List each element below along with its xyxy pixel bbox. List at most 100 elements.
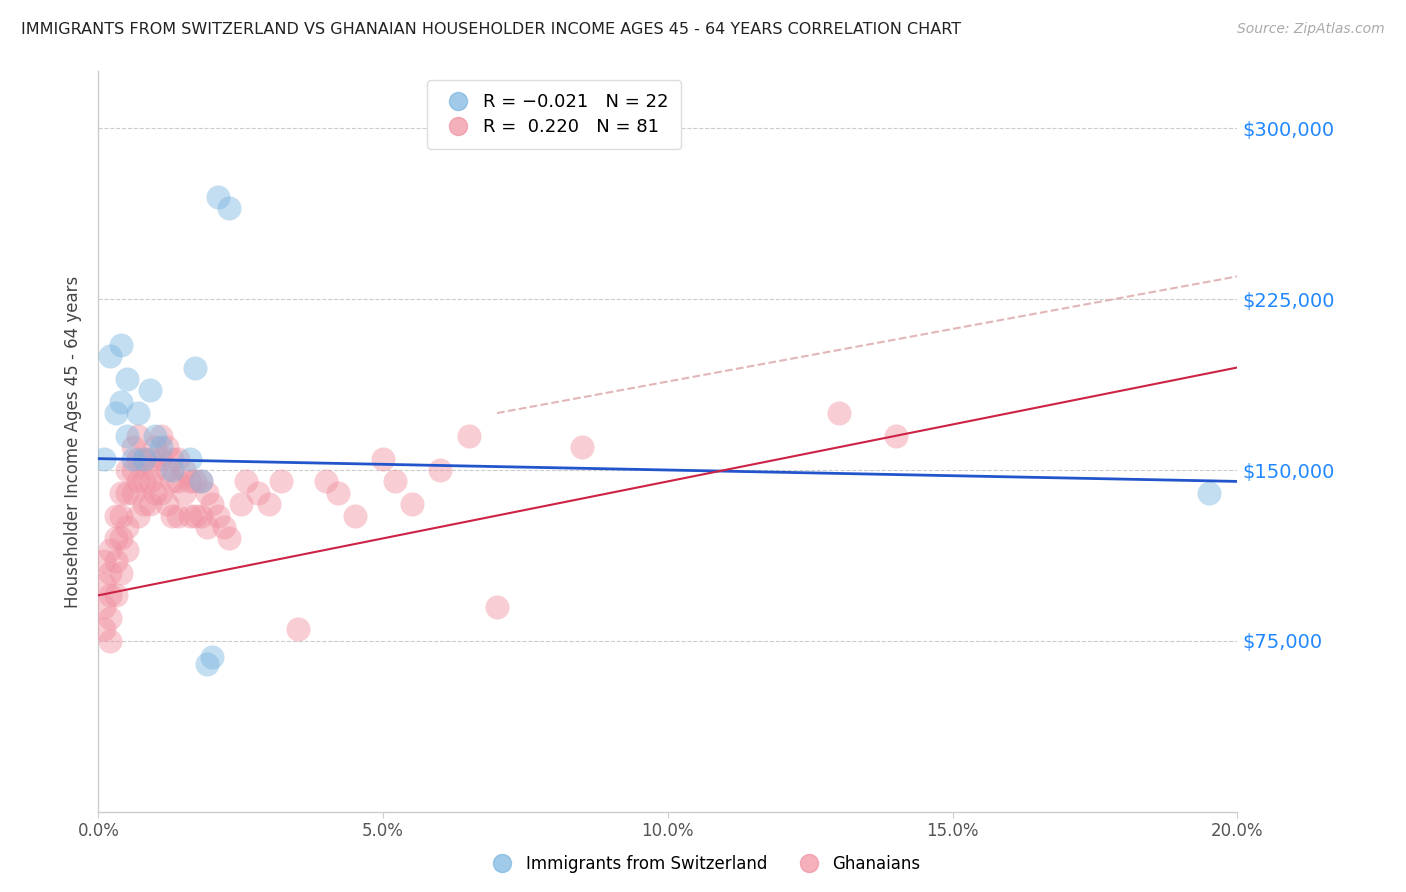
Point — [93, 554, 115, 568]
Point — [98, 611, 121, 625]
Point — [132, 451, 155, 466]
Point — [104, 406, 127, 420]
Point — [110, 508, 132, 523]
Point — [218, 201, 240, 215]
Point — [110, 394, 132, 409]
Point — [138, 475, 160, 489]
Point — [127, 475, 149, 489]
Point — [229, 497, 252, 511]
Point — [343, 508, 366, 523]
Point — [104, 508, 127, 523]
Point — [93, 623, 115, 637]
Point — [104, 554, 127, 568]
Point — [127, 451, 149, 466]
Point — [195, 485, 218, 500]
Point — [98, 588, 121, 602]
Point — [110, 566, 132, 580]
Y-axis label: Householder Income Ages 45 - 64 years: Householder Income Ages 45 - 64 years — [65, 276, 83, 607]
Point — [150, 485, 173, 500]
Point — [167, 508, 190, 523]
Point — [150, 440, 173, 454]
Point — [201, 649, 224, 664]
Point — [173, 463, 195, 477]
Point — [110, 532, 132, 546]
Point — [828, 406, 851, 420]
Point — [104, 532, 127, 546]
Point — [207, 508, 229, 523]
Point — [162, 463, 184, 477]
Point — [98, 633, 121, 648]
Point — [110, 485, 132, 500]
Point — [121, 451, 143, 466]
Point — [571, 440, 593, 454]
Point — [457, 429, 479, 443]
Point — [145, 463, 167, 477]
Point — [115, 520, 138, 534]
Point — [246, 485, 269, 500]
Point — [195, 520, 218, 534]
Point — [145, 440, 167, 454]
Point — [121, 440, 143, 454]
Point — [270, 475, 292, 489]
Point — [132, 451, 155, 466]
Point — [115, 463, 138, 477]
Point — [184, 508, 207, 523]
Point — [167, 451, 190, 466]
Point — [173, 485, 195, 500]
Point — [218, 532, 240, 546]
Point — [98, 566, 121, 580]
Point — [115, 372, 138, 386]
Point — [162, 475, 184, 489]
Text: IMMIGRANTS FROM SWITZERLAND VS GHANAIAN HOUSEHOLDER INCOME AGES 45 - 64 YEARS CO: IMMIGRANTS FROM SWITZERLAND VS GHANAIAN … — [21, 22, 962, 37]
Point — [127, 429, 149, 443]
Point — [1198, 485, 1220, 500]
Point — [167, 475, 190, 489]
Point — [156, 440, 179, 454]
Point — [212, 520, 235, 534]
Point — [156, 463, 179, 477]
Point — [373, 451, 395, 466]
Point — [110, 337, 132, 351]
Point — [93, 451, 115, 466]
Point — [150, 451, 173, 466]
Point — [145, 429, 167, 443]
Point — [326, 485, 349, 500]
Point — [156, 497, 179, 511]
Point — [384, 475, 406, 489]
Point — [138, 384, 160, 398]
Point — [138, 497, 160, 511]
Point — [98, 349, 121, 363]
Point — [201, 497, 224, 511]
Point — [315, 475, 337, 489]
Point — [127, 508, 149, 523]
Point — [138, 451, 160, 466]
Point — [121, 463, 143, 477]
Point — [259, 497, 281, 511]
Point — [235, 475, 257, 489]
Point — [115, 542, 138, 557]
Point — [121, 485, 143, 500]
Point — [98, 542, 121, 557]
Legend: Immigrants from Switzerland, Ghanaians: Immigrants from Switzerland, Ghanaians — [479, 848, 927, 880]
Point — [207, 189, 229, 203]
Point — [184, 475, 207, 489]
Point — [179, 475, 201, 489]
Point — [190, 508, 212, 523]
Point — [884, 429, 907, 443]
Point — [127, 406, 149, 420]
Point — [132, 497, 155, 511]
Point — [287, 623, 309, 637]
Point — [145, 485, 167, 500]
Point — [184, 360, 207, 375]
Point — [104, 588, 127, 602]
Point — [150, 429, 173, 443]
Point — [162, 508, 184, 523]
Point — [115, 485, 138, 500]
Point — [190, 475, 212, 489]
Point — [429, 463, 451, 477]
Point — [401, 497, 423, 511]
Point — [115, 429, 138, 443]
Point — [486, 599, 509, 614]
Point — [93, 577, 115, 591]
Point — [93, 599, 115, 614]
